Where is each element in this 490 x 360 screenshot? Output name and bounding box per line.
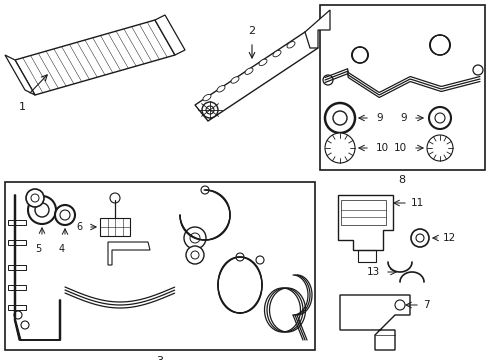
Text: 2: 2 <box>248 26 256 36</box>
Circle shape <box>206 106 214 114</box>
Circle shape <box>202 102 218 118</box>
Bar <box>5 182 315 350</box>
Circle shape <box>256 256 264 264</box>
Circle shape <box>191 251 199 259</box>
Text: 7: 7 <box>423 300 430 310</box>
Text: 13: 13 <box>367 267 380 277</box>
Circle shape <box>55 205 75 225</box>
Circle shape <box>28 196 56 224</box>
Circle shape <box>31 194 39 202</box>
Text: 9: 9 <box>400 113 407 123</box>
Circle shape <box>14 311 22 319</box>
Circle shape <box>333 111 347 125</box>
Bar <box>320 5 485 170</box>
Circle shape <box>190 233 200 243</box>
Ellipse shape <box>273 50 281 57</box>
Circle shape <box>427 135 453 161</box>
Bar <box>8 220 26 225</box>
Bar <box>8 240 26 245</box>
Bar <box>100 218 130 236</box>
Text: 12: 12 <box>443 233 456 243</box>
Circle shape <box>35 203 49 217</box>
Circle shape <box>110 193 120 203</box>
Text: 6: 6 <box>76 222 82 232</box>
Ellipse shape <box>245 68 253 75</box>
Circle shape <box>473 65 483 75</box>
Text: 10: 10 <box>394 143 407 153</box>
Circle shape <box>323 75 333 85</box>
Polygon shape <box>195 32 318 121</box>
Circle shape <box>325 133 355 163</box>
Circle shape <box>429 107 451 129</box>
Bar <box>341 200 386 225</box>
Circle shape <box>432 140 448 156</box>
Ellipse shape <box>217 86 225 92</box>
Polygon shape <box>305 10 330 48</box>
Text: 3: 3 <box>156 356 164 360</box>
Bar <box>8 305 26 310</box>
Ellipse shape <box>287 41 295 48</box>
Polygon shape <box>15 20 175 95</box>
Text: 9: 9 <box>376 113 383 123</box>
Circle shape <box>184 227 206 249</box>
Ellipse shape <box>259 59 267 66</box>
Circle shape <box>325 103 355 133</box>
Circle shape <box>26 189 44 207</box>
Circle shape <box>236 253 244 261</box>
Polygon shape <box>5 55 35 95</box>
Ellipse shape <box>231 77 239 83</box>
Bar <box>8 285 26 290</box>
Polygon shape <box>155 15 185 55</box>
Text: 1: 1 <box>19 102 25 112</box>
Circle shape <box>416 234 424 242</box>
Circle shape <box>201 186 209 194</box>
Text: 5: 5 <box>35 244 41 254</box>
Circle shape <box>330 138 350 158</box>
Bar <box>358 250 376 262</box>
Ellipse shape <box>203 94 211 101</box>
Text: 8: 8 <box>398 175 406 185</box>
Circle shape <box>395 300 405 310</box>
Circle shape <box>186 246 204 264</box>
Text: 11: 11 <box>411 198 424 208</box>
Circle shape <box>21 321 29 329</box>
Text: 4: 4 <box>59 244 65 254</box>
Polygon shape <box>338 195 393 250</box>
Polygon shape <box>108 242 150 265</box>
Circle shape <box>435 113 445 123</box>
Text: 10: 10 <box>376 143 389 153</box>
Bar <box>8 265 26 270</box>
Polygon shape <box>340 295 410 350</box>
Circle shape <box>411 229 429 247</box>
Circle shape <box>60 210 70 220</box>
